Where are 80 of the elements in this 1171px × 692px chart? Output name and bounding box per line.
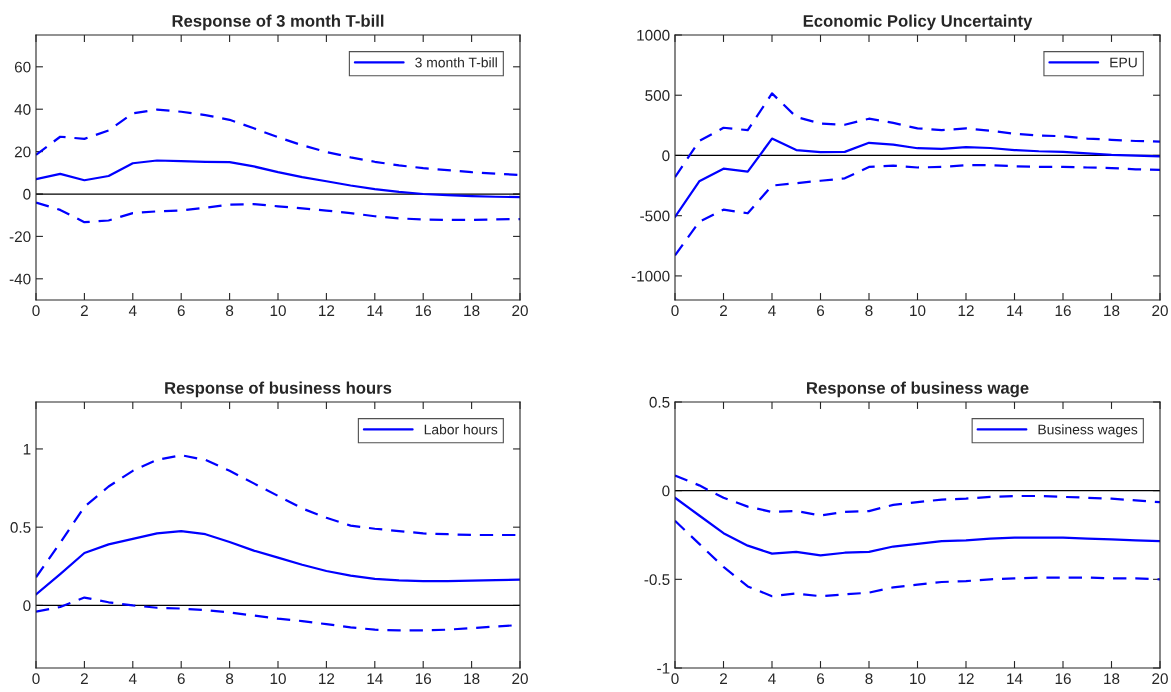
x-tick-label: 18	[464, 673, 480, 685]
x-tick-label: 16	[1055, 305, 1071, 317]
x-tick-label: 12	[319, 673, 335, 684]
x-tick-label: 4	[128, 673, 137, 684]
y-tick-label: 0.5	[649, 396, 670, 408]
y-tick-label: 0	[23, 188, 31, 200]
y-tick-label: -40	[9, 273, 31, 285]
x-tick-label: 4	[768, 673, 776, 684]
x-tick-label: 18	[1104, 305, 1120, 317]
x-tick-label: 6	[177, 305, 185, 317]
y-tick-label: 1	[23, 443, 31, 455]
x-tick-label: 12	[958, 305, 974, 316]
x-tick-label: 8	[226, 673, 234, 685]
line-series	[36, 159, 520, 199]
line-series	[36, 529, 520, 596]
x-tick-label: 4	[768, 305, 776, 316]
x-tick-label: 20	[512, 673, 528, 685]
y-tick-label: 40	[14, 104, 31, 115]
x-tick-label: 14	[367, 673, 383, 684]
y-tick-label: 0	[23, 600, 31, 612]
x-tick-label: 0	[671, 305, 679, 317]
x-tick-label: 6	[817, 305, 825, 317]
line-series	[36, 108, 520, 177]
y-tick-label: -0.5	[644, 574, 670, 586]
y-tick-label: -1000	[631, 270, 670, 282]
chart-title: Response of business hours	[165, 381, 392, 398]
x-tick-label: 10	[270, 305, 286, 317]
x-tick-label: 12	[319, 305, 335, 316]
x-tick-label: 18	[464, 305, 480, 317]
x-tick-label: 2	[80, 305, 88, 316]
line-series	[675, 92, 1160, 179]
x-tick-label: 10	[270, 673, 286, 685]
y-tick-label: -1	[657, 663, 670, 674]
x-tick-label: 2	[720, 673, 727, 684]
legend-label: Business wages	[1038, 424, 1138, 438]
x-tick-label: 10	[910, 305, 926, 317]
y-tick-label: 60	[14, 61, 31, 73]
legend-label: 3 month T-bill	[415, 57, 497, 68]
x-tick-label: 6	[817, 673, 825, 685]
x-tick-label: 16	[1055, 673, 1071, 685]
x-tick-label: 0	[32, 673, 40, 685]
y-tick-label: 0	[662, 485, 670, 497]
line-series	[675, 137, 1160, 218]
line-series	[675, 163, 1160, 257]
y-tick-label: -20	[9, 231, 31, 243]
x-tick-label: 20	[1152, 305, 1168, 317]
line-series	[36, 201, 520, 224]
x-tick-label: 14	[1007, 673, 1023, 684]
y-tick-label: 1000	[637, 29, 670, 41]
x-tick-label: 16	[415, 673, 432, 685]
y-tick-label: 20	[14, 146, 31, 158]
x-tick-label: 10	[910, 673, 926, 685]
x-tick-label: 8	[226, 305, 234, 317]
x-tick-label: 0	[671, 673, 679, 685]
x-tick-label: 2	[80, 673, 88, 684]
x-tick-label: 4	[128, 305, 137, 316]
x-tick-label: 18	[1104, 673, 1120, 685]
x-tick-label: 6	[177, 673, 185, 685]
y-tick-label: 0.5	[10, 522, 31, 533]
legend-label: Labor hours	[424, 424, 498, 435]
y-tick-label: 500	[645, 90, 670, 101]
y-tick-label: 0	[662, 150, 670, 162]
x-tick-label: 2	[720, 305, 727, 316]
x-tick-label: 8	[865, 673, 873, 685]
line-series	[675, 474, 1160, 517]
x-tick-label: 20	[512, 305, 528, 317]
x-tick-label: 0	[32, 305, 40, 317]
line-series	[675, 519, 1160, 598]
chart-title: Economic Policy Uncertainty	[803, 14, 1033, 31]
chart-title: Response of business wage	[807, 381, 1029, 398]
y-tick-label: -500	[640, 210, 670, 222]
legend-label: EPU	[1110, 57, 1137, 68]
x-tick-label: 8	[865, 305, 873, 317]
x-tick-label: 14	[1007, 305, 1023, 316]
x-tick-label: 16	[415, 305, 432, 317]
x-tick-label: 20	[1152, 673, 1168, 685]
line-series	[675, 496, 1160, 557]
chart-title: Response of 3 month T-bill	[172, 14, 384, 31]
x-tick-label: 12	[958, 673, 974, 684]
x-tick-label: 14	[367, 305, 383, 316]
